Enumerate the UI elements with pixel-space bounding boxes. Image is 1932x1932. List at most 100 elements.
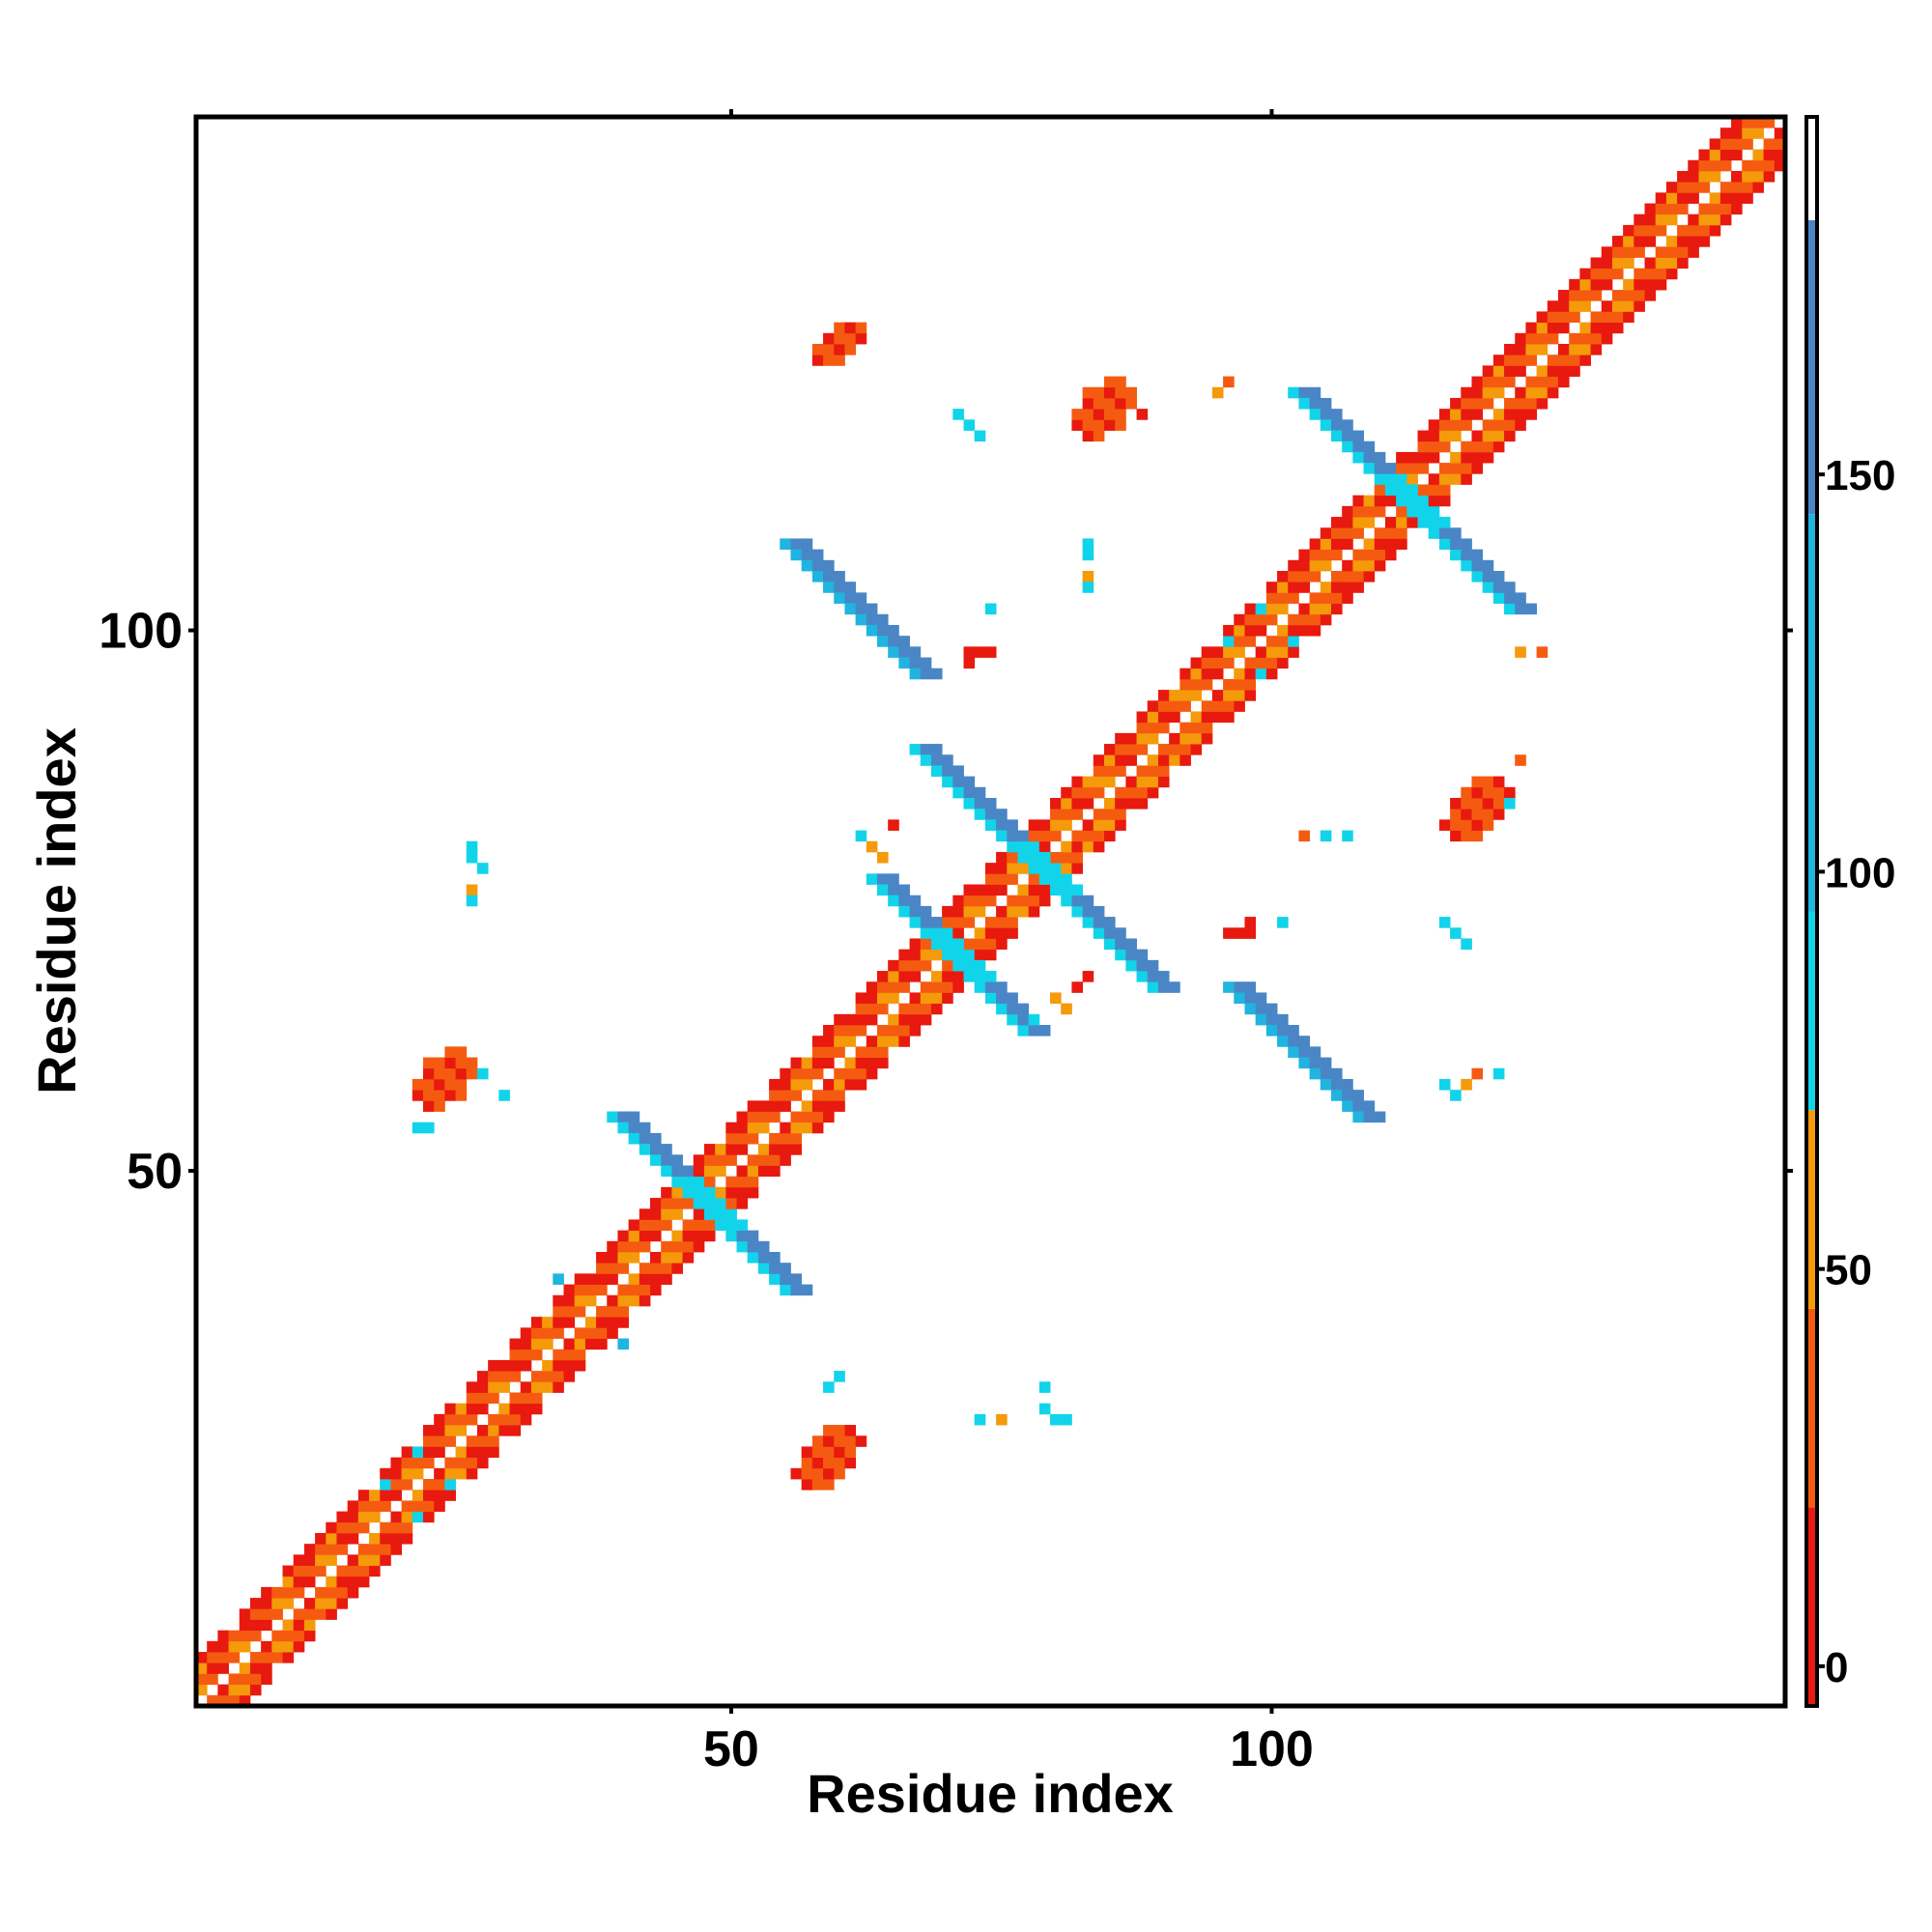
heatmap-cell <box>650 1198 662 1209</box>
heatmap-cell <box>747 1186 759 1199</box>
heatmap-cell <box>996 1413 1008 1426</box>
heatmap-cell <box>574 1327 586 1339</box>
heatmap-cell <box>498 1403 510 1415</box>
heatmap-cell <box>380 1479 391 1491</box>
heatmap-cell <box>315 1608 327 1620</box>
heatmap-cell <box>1125 776 1137 788</box>
heatmap-cell <box>1157 711 1170 724</box>
heatmap-cell <box>1515 419 1526 431</box>
heatmap-cell <box>336 1565 349 1577</box>
heatmap-cell <box>261 1640 272 1653</box>
heatmap-cell <box>888 884 899 896</box>
heatmap-cell <box>1115 949 1126 961</box>
heatmap-cell <box>423 1500 435 1512</box>
heatmap-cell <box>930 668 943 680</box>
heatmap-cell <box>769 1111 781 1123</box>
heatmap-cell <box>196 1684 208 1696</box>
heatmap-cell <box>444 1490 456 1501</box>
heatmap-cell <box>1536 332 1548 345</box>
heatmap-cell <box>584 1338 597 1350</box>
heatmap-cell <box>336 1544 349 1555</box>
heatmap-cell <box>1634 300 1645 312</box>
heatmap-cell <box>834 1067 845 1080</box>
heatmap-cell <box>1028 873 1040 885</box>
heatmap-cell <box>650 1273 662 1285</box>
heatmap-cell <box>1731 128 1743 139</box>
heatmap-cell <box>823 1425 835 1436</box>
heatmap-cell <box>476 1392 489 1405</box>
heatmap-cell <box>1277 582 1289 593</box>
heatmap-cell <box>326 1532 337 1545</box>
heatmap-cell <box>1157 765 1170 778</box>
heatmap-cell <box>326 1521 337 1534</box>
heatmap-cell <box>1406 451 1418 464</box>
heatmap-cell <box>1719 203 1732 215</box>
heatmap-cell <box>553 1317 564 1328</box>
heatmap-cell <box>1028 851 1040 864</box>
heatmap-cell <box>725 1208 737 1220</box>
heatmap-cell <box>780 1144 791 1155</box>
heatmap-cell <box>1492 376 1505 388</box>
heatmap-cell <box>1331 1090 1343 1101</box>
heatmap-cell <box>1590 278 1603 291</box>
heatmap-cell <box>1461 830 1472 842</box>
heatmap-cell <box>671 1263 683 1274</box>
heatmap-cell <box>1115 798 1126 810</box>
heatmap-cell <box>1525 386 1538 399</box>
heatmap-cell <box>909 1025 922 1037</box>
heatmap-cell <box>1211 690 1224 701</box>
heatmap-cell <box>801 1057 813 1069</box>
heatmap-cell <box>488 1425 499 1436</box>
heatmap-cell <box>811 1057 824 1069</box>
heatmap-cell <box>1179 678 1191 691</box>
heatmap-cell <box>1342 430 1353 442</box>
heatmap-cell <box>1093 786 1105 799</box>
heatmap-cell <box>1277 1013 1289 1026</box>
heatmap-cell <box>855 1046 867 1058</box>
heatmap-cell <box>1190 678 1203 691</box>
heatmap-cell <box>1579 332 1591 345</box>
heatmap-cell <box>1234 992 1245 1005</box>
heatmap-cell <box>769 1252 781 1264</box>
heatmap-cell <box>1752 170 1765 183</box>
heatmap-cell <box>1774 159 1786 172</box>
heatmap-cell <box>909 949 922 961</box>
heatmap-cell <box>1417 430 1430 442</box>
heatmap-cell <box>1352 1111 1364 1123</box>
heatmap-cell <box>963 917 976 928</box>
heatmap-cell <box>1677 257 1689 270</box>
heatmap-cell <box>1082 409 1094 420</box>
heatmap-cell <box>661 1208 672 1220</box>
heatmap-cell <box>1569 290 1580 301</box>
heatmap-cell <box>736 1186 749 1199</box>
heatmap-cell <box>801 1284 813 1296</box>
heatmap-cell <box>1569 300 1580 312</box>
heatmap-cell <box>423 1078 435 1091</box>
heatmap-cell <box>984 917 997 928</box>
heatmap-cell <box>423 1425 435 1436</box>
heatmap-cell <box>553 1371 564 1382</box>
colorbar-tick-label: 150 <box>1825 452 1895 499</box>
heatmap-cell <box>942 959 953 972</box>
heatmap-cell <box>930 765 943 778</box>
heatmap-cell <box>715 1219 726 1232</box>
heatmap-cell <box>671 1230 683 1242</box>
heatmap-cell <box>1601 278 1613 291</box>
heatmap-cell <box>888 624 899 637</box>
heatmap-cell <box>1504 603 1516 615</box>
heatmap-cell <box>639 1219 651 1232</box>
heatmap-cell <box>1492 571 1505 582</box>
heatmap-cell <box>984 949 997 961</box>
heatmap-cell <box>963 798 976 810</box>
heatmap-cell <box>617 1240 630 1253</box>
heatmap-cell <box>930 981 943 993</box>
heatmap-cell <box>520 1327 532 1339</box>
heatmap-cell <box>476 1381 489 1393</box>
heatmap-cell <box>898 1013 910 1026</box>
heatmap-cell <box>1298 386 1311 399</box>
heatmap-cell <box>693 1154 705 1166</box>
heatmap-cell <box>1515 355 1526 366</box>
heatmap-cell <box>1223 690 1235 701</box>
heatmap-cell <box>823 1036 835 1047</box>
heatmap-cell <box>1082 582 1094 593</box>
